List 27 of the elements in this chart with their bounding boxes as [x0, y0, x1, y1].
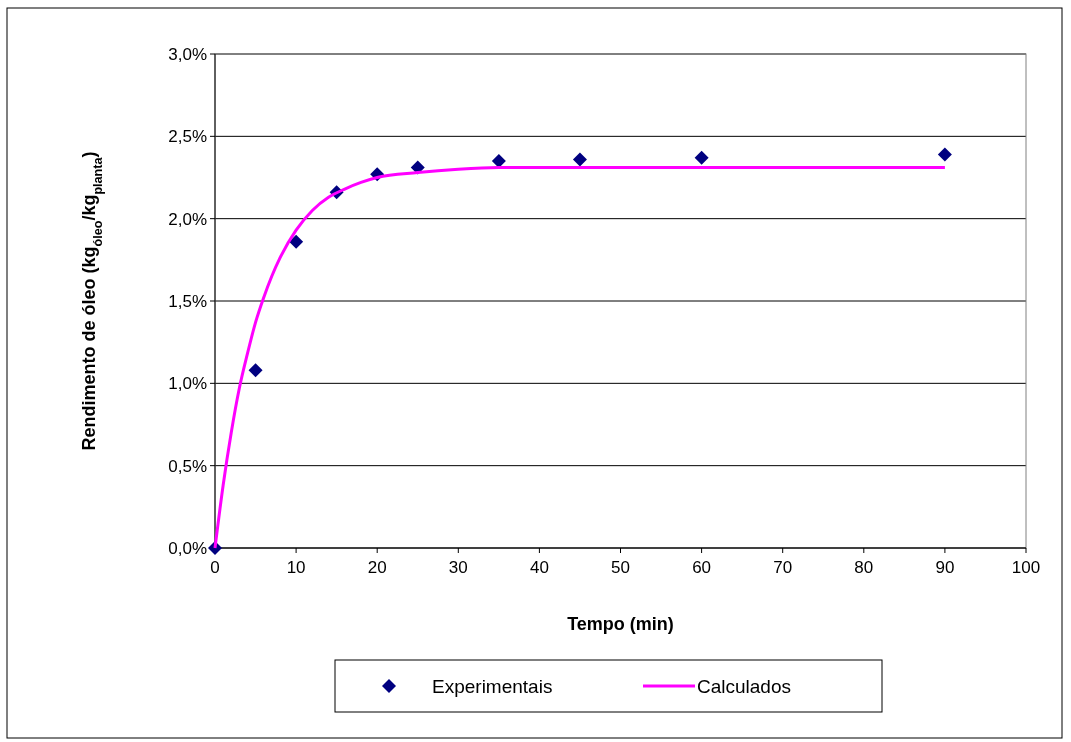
legend-label: Calculados: [697, 675, 791, 697]
x-tick-label: 30: [448, 558, 468, 577]
legend-label: Experimentais: [432, 675, 553, 697]
x-tick-label: 10: [286, 558, 306, 577]
point: [694, 150, 709, 165]
y-tick-label: 0,5%: [168, 456, 207, 476]
y-tick-label: 0,0%: [168, 538, 207, 558]
x-tick-label: 60: [692, 558, 712, 577]
point: [937, 147, 952, 162]
y-tick-label: 1,5%: [168, 291, 207, 311]
x-tick-label: 90: [935, 558, 955, 577]
point: [572, 152, 587, 167]
point: [248, 363, 263, 378]
point: [491, 154, 506, 169]
point: [289, 234, 304, 249]
y-tick-label: 2,5%: [168, 127, 207, 147]
x-tick-label: 80: [854, 558, 874, 577]
x-tick-label: 50: [611, 558, 630, 577]
x-axis-title: Tempo (min): [567, 614, 674, 634]
x-tick-label: 100: [1011, 558, 1041, 577]
y-tick-label: 3,0%: [168, 44, 207, 64]
y-tick-label: 1,0%: [168, 374, 207, 394]
x-tick-label: 0: [210, 558, 220, 577]
x-tick-label: 20: [367, 558, 387, 577]
x-tick-label: 70: [773, 558, 793, 577]
y-tick-label: 2,0%: [168, 209, 207, 229]
x-tick-label: 40: [529, 558, 549, 577]
